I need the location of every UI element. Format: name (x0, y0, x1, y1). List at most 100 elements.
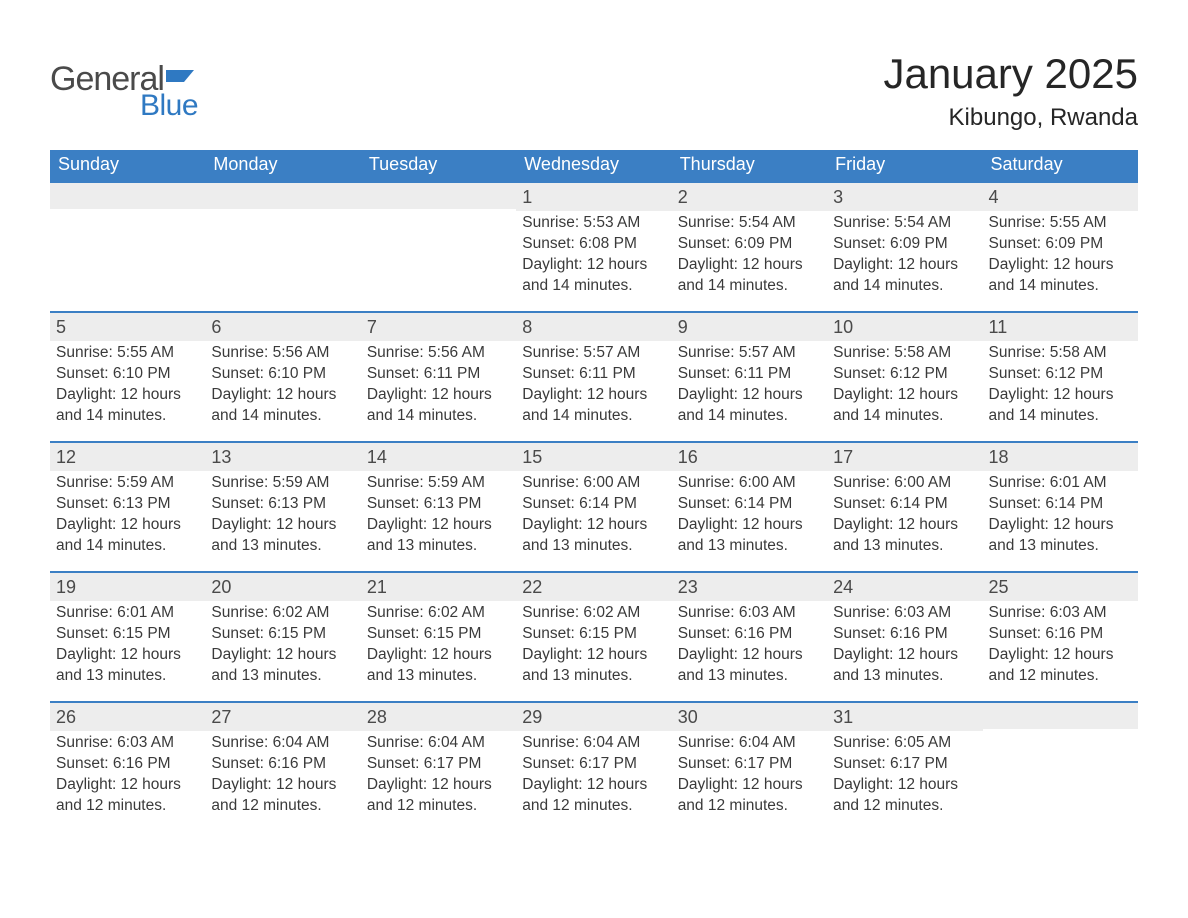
sunrise-text: Sunrise: 6:00 AM (678, 473, 821, 494)
dl2-text: and 13 minutes. (56, 666, 199, 687)
dl1-text: Daylight: 12 hours (833, 515, 976, 536)
weekday-saturday: Saturday (983, 150, 1138, 181)
dl1-text: Daylight: 12 hours (211, 515, 354, 536)
dl2-text: and 13 minutes. (522, 536, 665, 557)
dl2-text: and 14 minutes. (989, 276, 1132, 297)
brand-word2: Blue (140, 89, 198, 123)
dl2-text: and 14 minutes. (522, 406, 665, 427)
dl2-text: and 14 minutes. (56, 536, 199, 557)
dl2-text: and 13 minutes. (678, 536, 821, 557)
day-cell (205, 183, 360, 311)
day-cell: 22Sunrise: 6:02 AMSunset: 6:15 PMDayligh… (516, 573, 671, 701)
day-cell: 26Sunrise: 6:03 AMSunset: 6:16 PMDayligh… (50, 703, 205, 831)
page-header: General Blue January 2025 Kibungo, Rwand… (50, 50, 1138, 132)
day-number: 25 (983, 573, 1138, 601)
day-cell: 28Sunrise: 6:04 AMSunset: 6:17 PMDayligh… (361, 703, 516, 831)
day-number: 3 (827, 183, 982, 211)
dl1-text: Daylight: 12 hours (211, 385, 354, 406)
dl2-text: and 12 minutes. (989, 666, 1132, 687)
sunrise-text: Sunrise: 6:00 AM (522, 473, 665, 494)
day-number: 16 (672, 443, 827, 471)
day-number: 26 (50, 703, 205, 731)
sunrise-text: Sunrise: 5:58 AM (989, 343, 1132, 364)
sunrise-text: Sunrise: 6:04 AM (367, 733, 510, 754)
day-number: 7 (361, 313, 516, 341)
dl2-text: and 13 minutes. (367, 666, 510, 687)
dl1-text: Daylight: 12 hours (522, 645, 665, 666)
dl1-text: Daylight: 12 hours (833, 645, 976, 666)
day-cell: 8Sunrise: 5:57 AMSunset: 6:11 PMDaylight… (516, 313, 671, 441)
dl1-text: Daylight: 12 hours (989, 385, 1132, 406)
day-number: 8 (516, 313, 671, 341)
day-cell: 23Sunrise: 6:03 AMSunset: 6:16 PMDayligh… (672, 573, 827, 701)
dl2-text: and 12 minutes. (367, 796, 510, 817)
dl1-text: Daylight: 12 hours (522, 515, 665, 536)
day-number: 5 (50, 313, 205, 341)
dl2-text: and 14 minutes. (367, 406, 510, 427)
weekday-friday: Friday (827, 150, 982, 181)
dl1-text: Daylight: 12 hours (56, 515, 199, 536)
dl1-text: Daylight: 12 hours (678, 775, 821, 796)
sunset-text: Sunset: 6:17 PM (833, 754, 976, 775)
sunset-text: Sunset: 6:09 PM (678, 234, 821, 255)
sunset-text: Sunset: 6:14 PM (833, 494, 976, 515)
day-cell: 11Sunrise: 5:58 AMSunset: 6:12 PMDayligh… (983, 313, 1138, 441)
sunset-text: Sunset: 6:14 PM (989, 494, 1132, 515)
sunrise-text: Sunrise: 5:53 AM (522, 213, 665, 234)
sunrise-text: Sunrise: 5:56 AM (211, 343, 354, 364)
day-number: 4 (983, 183, 1138, 211)
weekday-sunday: Sunday (50, 150, 205, 181)
sunrise-text: Sunrise: 6:04 AM (211, 733, 354, 754)
sunrise-text: Sunrise: 6:02 AM (367, 603, 510, 624)
dl2-text: and 12 minutes. (678, 796, 821, 817)
day-number: 15 (516, 443, 671, 471)
sunrise-text: Sunrise: 5:58 AM (833, 343, 976, 364)
day-number: 17 (827, 443, 982, 471)
week-row: 5Sunrise: 5:55 AMSunset: 6:10 PMDaylight… (50, 311, 1138, 441)
day-cell: 16Sunrise: 6:00 AMSunset: 6:14 PMDayligh… (672, 443, 827, 571)
day-number: 13 (205, 443, 360, 471)
dl1-text: Daylight: 12 hours (678, 255, 821, 276)
sunset-text: Sunset: 6:17 PM (522, 754, 665, 775)
sunset-text: Sunset: 6:12 PM (989, 364, 1132, 385)
sunrise-text: Sunrise: 5:59 AM (211, 473, 354, 494)
dl2-text: and 13 minutes. (211, 536, 354, 557)
dl2-text: and 14 minutes. (522, 276, 665, 297)
day-cell: 31Sunrise: 6:05 AMSunset: 6:17 PMDayligh… (827, 703, 982, 831)
sunrise-text: Sunrise: 5:54 AM (833, 213, 976, 234)
day-cell: 5Sunrise: 5:55 AMSunset: 6:10 PMDaylight… (50, 313, 205, 441)
day-cell: 13Sunrise: 5:59 AMSunset: 6:13 PMDayligh… (205, 443, 360, 571)
sunset-text: Sunset: 6:13 PM (367, 494, 510, 515)
week-row: 26Sunrise: 6:03 AMSunset: 6:16 PMDayligh… (50, 701, 1138, 831)
day-cell: 2Sunrise: 5:54 AMSunset: 6:09 PMDaylight… (672, 183, 827, 311)
dl2-text: and 14 minutes. (833, 276, 976, 297)
sunset-text: Sunset: 6:15 PM (522, 624, 665, 645)
day-number: 6 (205, 313, 360, 341)
dl2-text: and 13 minutes. (833, 536, 976, 557)
day-cell: 3Sunrise: 5:54 AMSunset: 6:09 PMDaylight… (827, 183, 982, 311)
day-cell: 19Sunrise: 6:01 AMSunset: 6:15 PMDayligh… (50, 573, 205, 701)
weekday-wednesday: Wednesday (516, 150, 671, 181)
sunrise-text: Sunrise: 6:03 AM (678, 603, 821, 624)
weekday-monday: Monday (205, 150, 360, 181)
day-number: 9 (672, 313, 827, 341)
sunset-text: Sunset: 6:11 PM (522, 364, 665, 385)
sunrise-text: Sunrise: 5:59 AM (56, 473, 199, 494)
day-cell (361, 183, 516, 311)
empty-day-bar (361, 183, 516, 209)
day-number: 11 (983, 313, 1138, 341)
week-row: 12Sunrise: 5:59 AMSunset: 6:13 PMDayligh… (50, 441, 1138, 571)
dl1-text: Daylight: 12 hours (522, 775, 665, 796)
weekday-tuesday: Tuesday (361, 150, 516, 181)
day-cell: 6Sunrise: 5:56 AMSunset: 6:10 PMDaylight… (205, 313, 360, 441)
dl2-text: and 13 minutes. (522, 666, 665, 687)
dl2-text: and 14 minutes. (833, 406, 976, 427)
month-title: January 2025 (883, 50, 1138, 98)
dl1-text: Daylight: 12 hours (367, 645, 510, 666)
dl2-text: and 13 minutes. (833, 666, 976, 687)
dl1-text: Daylight: 12 hours (56, 645, 199, 666)
dl2-text: and 14 minutes. (989, 406, 1132, 427)
dl2-text: and 12 minutes. (211, 796, 354, 817)
empty-day-bar (205, 183, 360, 209)
brand-logo: General Blue (50, 60, 200, 123)
